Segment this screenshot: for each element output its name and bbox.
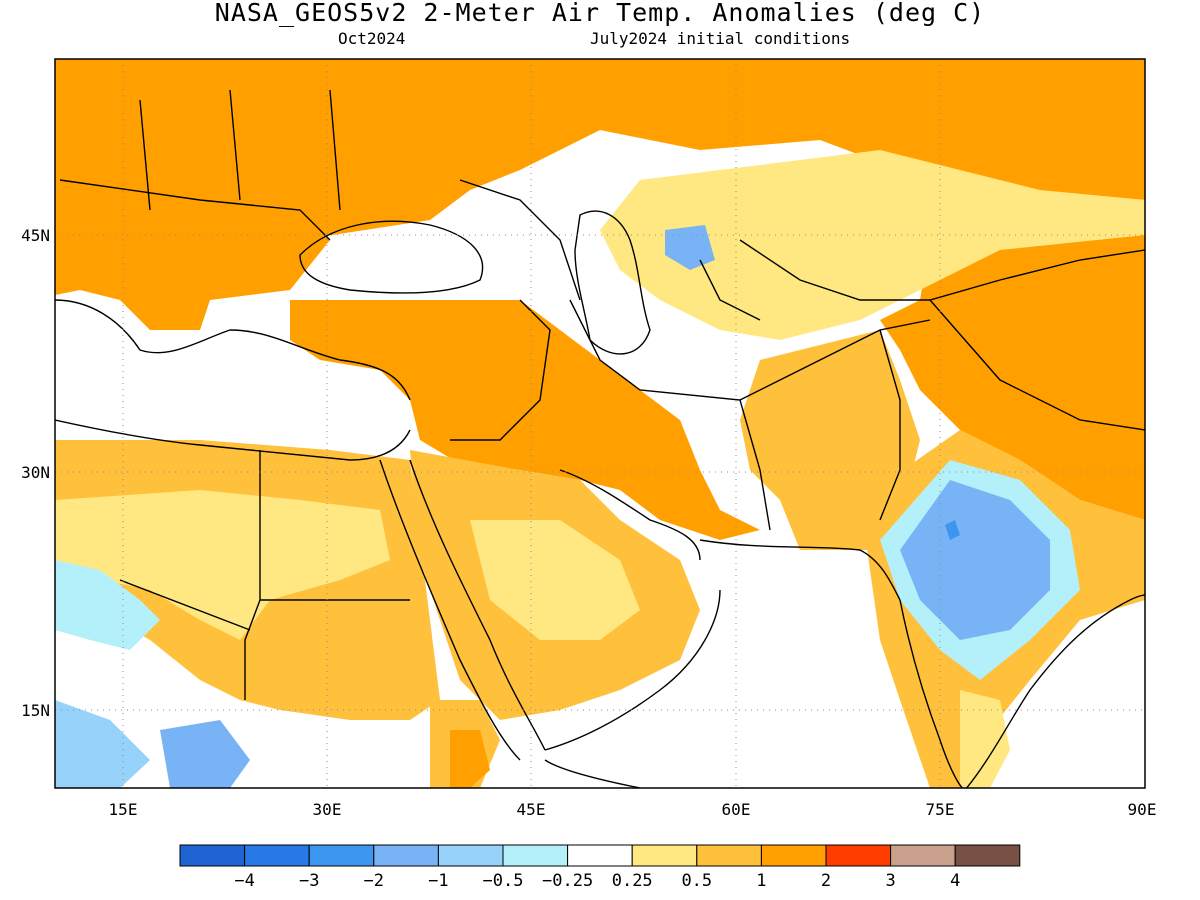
colorbar: −4 −3 −2 −1 −0.5 −0.25 0.25 0.5 1 2 3 4 — [179, 844, 1021, 891]
colorbar-label: 1 — [756, 871, 766, 891]
colorbar-label: −2 — [364, 871, 384, 891]
colorbar-label: −0.25 — [542, 871, 593, 891]
colorbar-label: 4 — [950, 871, 960, 891]
lat-tick-45n: 45N — [21, 226, 50, 245]
lon-tick-60e: 60E — [722, 800, 751, 819]
colorbar-swatch — [631, 844, 698, 867]
colorbar-label: −4 — [234, 871, 254, 891]
forecast-month: Oct2024 — [338, 29, 406, 48]
colorbar-label: −3 — [299, 871, 319, 891]
colorbar-label: 2 — [821, 871, 831, 891]
colorbar-swatch — [890, 844, 956, 867]
colorbar-swatch — [954, 844, 1021, 867]
colorbar-label: 0.5 — [681, 871, 712, 891]
lat-tick-15n: 15N — [21, 701, 50, 720]
coastlines — [55, 89, 1145, 788]
lon-tick-15e: 15E — [109, 800, 138, 819]
lon-tick-45e: 45E — [517, 800, 546, 819]
lat-tick-30n: 30N — [21, 463, 50, 482]
lon-tick-90e: 90E — [1128, 800, 1157, 819]
map-title: NASA_GEOS5v2 2-Meter Air Temp. Anomalies… — [214, 0, 986, 27]
colorbar-label: −0.5 — [483, 871, 524, 891]
colorbar-swatch — [567, 844, 633, 867]
colorbar-label: 0.25 — [612, 871, 653, 891]
colorbar-swatch — [179, 844, 246, 867]
colorbar-swatch — [502, 844, 569, 867]
colorbar-swatch — [373, 844, 439, 867]
lon-tick-75e: 75E — [926, 800, 955, 819]
initial-conditions-label: July2024 initial conditions — [590, 29, 851, 48]
colorbar-swatch — [308, 844, 375, 867]
colorbar-swatch — [760, 844, 827, 867]
lon-tick-30e: 30E — [313, 800, 342, 819]
colorbar-swatch — [825, 844, 892, 867]
map-frame — [54, 58, 1146, 789]
colorbar-label: 3 — [885, 871, 895, 891]
colorbar-swatch — [696, 844, 762, 867]
colorbar-swatch — [437, 844, 504, 867]
colorbar-label: −1 — [428, 871, 448, 891]
anomaly-field — [55, 59, 1145, 788]
colorbar-swatch — [244, 844, 310, 867]
